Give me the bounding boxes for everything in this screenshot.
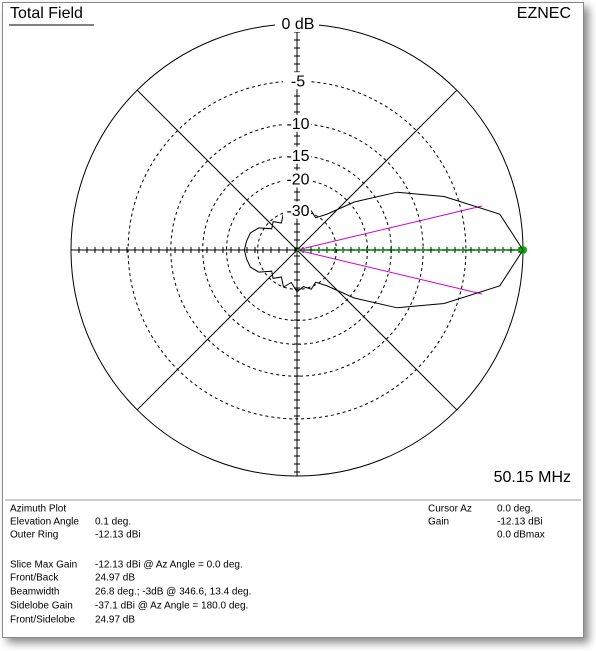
frequency: 50.15 MHz [494, 469, 571, 486]
pattern-trace [243, 191, 524, 309]
info-value: -12.13 dBi @ Az Angle = 0.0 deg. [95, 560, 243, 571]
info-label: Cursor Az [428, 504, 472, 515]
info-value: -12.13 dBi [95, 530, 141, 541]
ring-label: -30 [286, 203, 309, 220]
info-label: Azimuth Plot [10, 504, 66, 515]
ring [127, 80, 467, 420]
info-label: Sidelobe Gain [10, 601, 73, 612]
info-value: 24.97 dB [95, 573, 135, 584]
ring [202, 155, 392, 345]
info-label: Front/Back [10, 573, 59, 584]
beamwidth-line [296, 249, 483, 295]
ring-label-bg [283, 114, 311, 132]
info-value: 0.1 deg. [95, 517, 131, 528]
info-value: 0.0 deg. [497, 504, 533, 515]
ring-label: -20 [286, 172, 309, 189]
ring-label: 0 dB [282, 16, 315, 33]
info-label: Beamwidth [10, 587, 59, 598]
ring-label: -10 [286, 116, 309, 133]
ring-label-bg [283, 72, 311, 90]
info-value: 24.97 dB [95, 615, 135, 626]
chart-title: Total Field [10, 5, 83, 22]
ring-label-bg [283, 201, 311, 219]
ring-label-bg [275, 15, 319, 32]
ring-label-bg [283, 146, 311, 164]
info-label: Outer Ring [10, 530, 58, 541]
info-label: Front/Sidelobe [10, 615, 75, 626]
ring-label: -15 [286, 148, 309, 165]
ring-label-bg [283, 170, 311, 188]
ring-label: -5 [291, 73, 305, 90]
info-label: Elevation Angle [10, 517, 79, 528]
brand: EZNEC [517, 5, 571, 22]
info-value: -37.1 dBi @ Az Angle = 180.0 deg. [95, 601, 248, 612]
beamwidth-line [296, 205, 483, 251]
info-value: 0.0 dBmax [497, 530, 545, 541]
info-value: -12.13 dBi [497, 517, 543, 528]
ring [257, 210, 337, 290]
info-label: Gain [428, 517, 449, 528]
info-value: 26.8 deg.; -3dB @ 346.6, 13.4 deg. [95, 587, 251, 598]
info-label: Slice Max Gain [10, 560, 77, 571]
